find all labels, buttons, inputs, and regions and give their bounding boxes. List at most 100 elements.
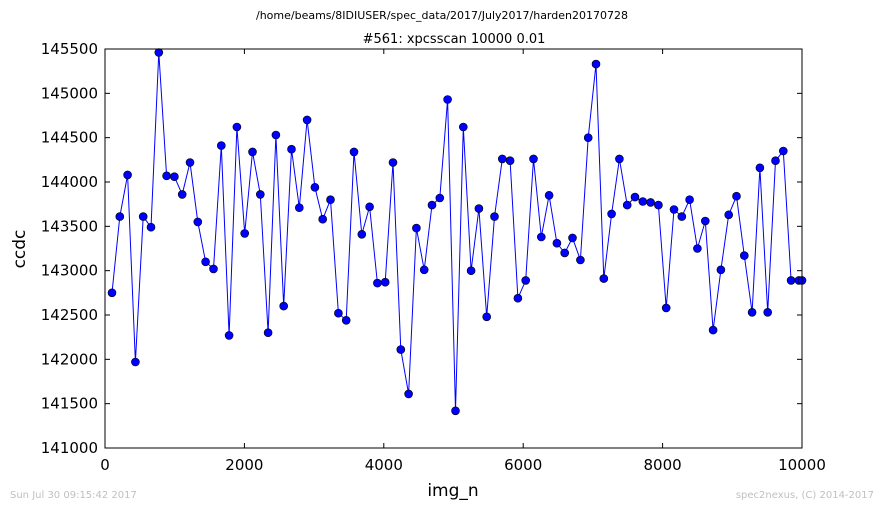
x-tick-label: 6000 xyxy=(504,456,542,474)
data-point xyxy=(583,133,593,142)
data-point xyxy=(177,190,187,199)
data-point xyxy=(419,265,429,275)
data-point xyxy=(240,229,249,238)
data-point xyxy=(357,230,367,239)
data-point xyxy=(412,223,421,233)
data-point xyxy=(451,406,460,416)
data-point xyxy=(107,288,117,298)
data-point xyxy=(607,209,616,219)
data-point xyxy=(373,278,382,288)
data-point xyxy=(505,156,515,165)
data-point xyxy=(138,212,148,221)
data-point xyxy=(552,238,562,248)
footer-credit: spec2nexus, (C) 2014-2017 xyxy=(736,490,874,501)
data-point xyxy=(232,122,242,132)
data-point xyxy=(435,193,445,203)
data-point xyxy=(763,307,773,317)
y-tick-label: 144500 xyxy=(41,129,98,147)
data-point xyxy=(271,130,281,140)
data-point xyxy=(131,357,140,367)
y-tick-label: 141500 xyxy=(41,395,98,413)
data-point xyxy=(287,144,296,154)
footer-timestamp: Sun Jul 30 09:15:42 2017 xyxy=(10,490,137,501)
y-tick-label: 143500 xyxy=(41,217,98,235)
data-point xyxy=(591,59,601,69)
x-tick-label: 8000 xyxy=(644,456,682,474)
axis-ticks: 0 2000 4000 6000 8000 10000 141000 141500 142000… xyxy=(41,40,826,474)
data-point xyxy=(677,212,687,221)
y-tick-label: 141000 xyxy=(41,439,98,457)
data-point xyxy=(396,345,406,354)
data-point xyxy=(786,276,796,285)
data-point xyxy=(201,257,210,267)
figure-suptitle: /home/beams/8IDIUSER/spec_data/2017/July… xyxy=(256,9,628,22)
y-tick-label: 145000 xyxy=(41,84,98,102)
data-point xyxy=(724,210,734,220)
data-point xyxy=(154,48,164,57)
data-point xyxy=(349,147,359,157)
data-point xyxy=(568,233,577,243)
data-point xyxy=(669,205,679,214)
y-tick-label: 142500 xyxy=(41,306,98,324)
x-axis-label: img_n xyxy=(427,481,478,501)
data-point xyxy=(599,274,609,283)
plot-frame xyxy=(104,48,803,449)
data-point xyxy=(248,147,257,157)
data-point xyxy=(217,141,226,150)
data-point xyxy=(326,195,335,204)
data-point xyxy=(513,293,523,303)
data-point xyxy=(482,312,492,322)
data-point xyxy=(529,154,538,164)
data-point xyxy=(365,202,374,212)
data-point xyxy=(771,156,780,165)
data-point xyxy=(115,212,125,221)
data-point xyxy=(700,216,710,226)
plot-marks xyxy=(107,48,807,416)
data-point xyxy=(685,195,694,204)
data-point xyxy=(497,154,507,164)
data-point xyxy=(661,303,671,313)
x-tick-label: 4000 xyxy=(365,456,403,474)
data-point xyxy=(544,191,554,200)
data-point xyxy=(458,122,468,132)
data-point xyxy=(615,154,624,164)
data-point xyxy=(630,192,640,202)
data-point xyxy=(560,248,570,258)
data-point xyxy=(123,170,132,180)
y-axis-label: ccdc xyxy=(10,230,30,269)
y-tick-label: 142000 xyxy=(41,350,98,368)
data-point xyxy=(427,200,437,210)
data-point xyxy=(279,301,289,311)
data-point xyxy=(732,191,741,201)
data-point xyxy=(404,389,413,399)
data-point xyxy=(341,315,351,325)
data-point xyxy=(162,171,171,181)
data-point xyxy=(255,190,265,199)
data-point xyxy=(443,95,452,104)
data-point xyxy=(146,222,156,232)
data-point xyxy=(474,204,484,213)
data-point xyxy=(654,200,663,210)
x-tick-label: 0 xyxy=(100,456,110,474)
y-tick-label: 144000 xyxy=(41,173,98,191)
chart-title: #561: xpcsscan 10000 0.01 xyxy=(363,32,546,47)
data-point xyxy=(778,146,788,156)
data-point xyxy=(334,308,343,318)
y-tick-label: 145500 xyxy=(41,40,98,58)
data-point xyxy=(622,200,632,210)
data-point xyxy=(185,158,195,167)
data-point xyxy=(209,264,218,274)
data-point xyxy=(193,217,203,227)
data-point xyxy=(466,266,476,276)
data-point xyxy=(318,214,328,224)
data-point xyxy=(708,325,718,335)
data-point xyxy=(693,244,702,253)
data-point xyxy=(224,331,234,340)
data-point xyxy=(755,163,765,173)
data-point xyxy=(536,232,546,242)
data-point xyxy=(302,115,312,125)
x-tick-label: 10000 xyxy=(778,456,826,474)
data-point xyxy=(739,251,749,260)
data-point xyxy=(310,183,320,192)
